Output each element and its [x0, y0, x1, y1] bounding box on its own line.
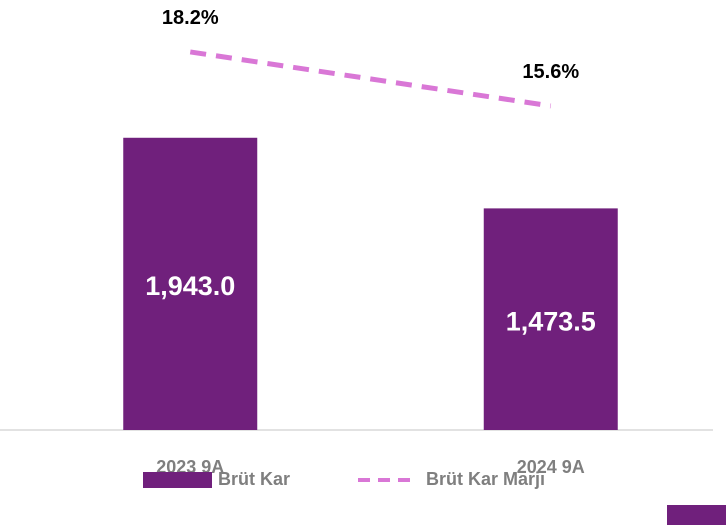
line-value-label: 15.6% [522, 61, 579, 83]
decoration [667, 505, 726, 525]
bar [483, 208, 618, 430]
bar-value-label: 1,943.0 [145, 271, 235, 301]
bar [123, 137, 258, 430]
line [189, 49, 552, 109]
legend-label: Brüt Kar Marjı [426, 469, 545, 489]
x-tick-label: 2024 9A [517, 457, 585, 477]
legend-swatch [143, 472, 212, 488]
bar-value-label: 1,473.5 [506, 306, 596, 336]
legend-label: Brüt Kar [218, 469, 290, 489]
line-value-label: 18.2% [162, 7, 219, 29]
x-tick-label: 2023 9A [156, 457, 224, 477]
